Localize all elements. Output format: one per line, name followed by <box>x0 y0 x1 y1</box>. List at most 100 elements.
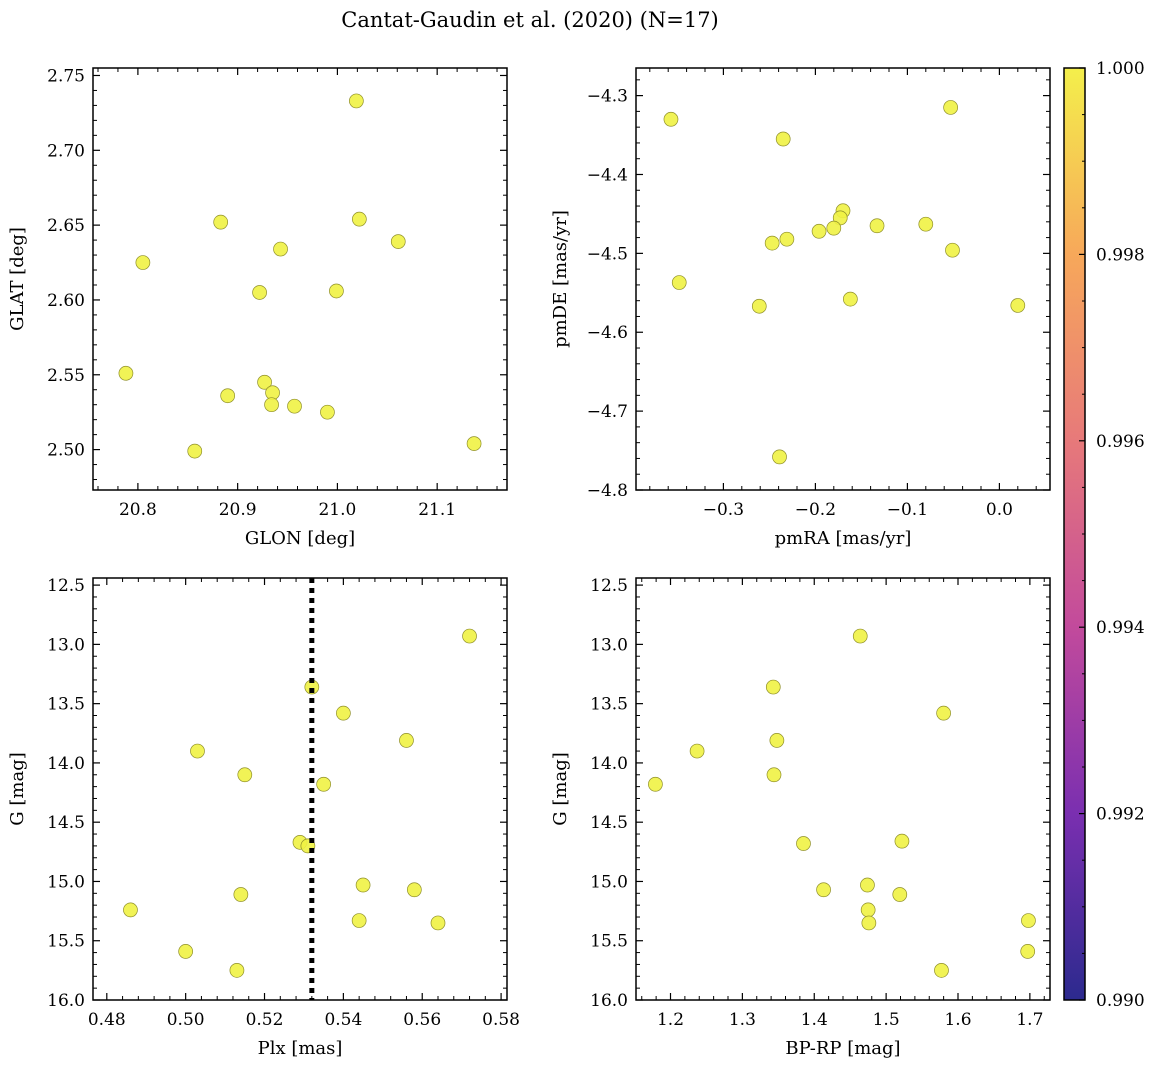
data-point <box>843 291 858 307</box>
y-axis-label: GLAT [deg] <box>7 227 28 331</box>
x-tick-label: 20.8 <box>119 500 157 520</box>
data-point <box>826 220 842 236</box>
x-tick-label: 0.54 <box>324 1010 362 1030</box>
y-tick-label: 2.55 <box>47 366 85 386</box>
x-axis-label: pmRA [mas/yr] <box>775 528 912 549</box>
y-tick-label: 14.5 <box>47 813 85 833</box>
data-point <box>869 218 885 234</box>
panel-plx-g: 0.48 0.50 0.52 0.54 0.56 0.58 12.5 13.0 13.5 14.0… <box>7 576 520 1059</box>
y-tick-label: −4.8 <box>587 481 628 501</box>
data-point <box>811 223 827 239</box>
panel-bprp-g: 1.2 1.3 1.4 1.5 1.6 1.7 12.5 13.0 13.5 14.0 14.5 15… <box>550 576 1051 1059</box>
colorbar-tick-label: 0.992 <box>1096 805 1145 825</box>
y-tick-label: 2.75 <box>47 66 85 86</box>
x-tick-label: 21.0 <box>318 500 356 520</box>
colorbar-gradient <box>1064 68 1085 1000</box>
y-tick-label: 13.0 <box>590 635 628 655</box>
data-point <box>355 877 371 893</box>
data-point <box>775 131 791 147</box>
data-point <box>178 944 194 959</box>
data-point <box>466 436 482 451</box>
data-point <box>351 913 367 928</box>
y-tick-label: 15.0 <box>47 872 85 892</box>
x-tick-label: 1.7 <box>1016 1010 1043 1030</box>
y-axis-label: pmDE [mas/yr] <box>550 210 571 348</box>
data-point <box>894 833 910 849</box>
y-tick-label: 12.5 <box>47 576 85 596</box>
data-point <box>287 398 302 414</box>
x-tick-label: 1.4 <box>801 1010 828 1030</box>
x-tick-label: 0.48 <box>88 1010 126 1030</box>
colorbar-tick-label: 0.996 <box>1096 432 1145 452</box>
x-tick-label: −0.3 <box>703 500 744 520</box>
data-point <box>462 628 477 644</box>
data-point <box>671 275 687 290</box>
data-point <box>252 285 267 300</box>
colorbar-tick-label: 0.998 <box>1096 245 1145 265</box>
data-point <box>399 733 414 748</box>
data-point <box>430 915 446 931</box>
y-tick-label: −4.3 <box>587 87 628 107</box>
data-point <box>861 915 877 931</box>
x-axis-label: BP-RP [mag] <box>785 1038 900 1059</box>
x-tick-label: 0.56 <box>403 1010 441 1030</box>
data-point <box>769 733 785 748</box>
panel-pmra-pmde: −0.3 −0.2 −0.1 0.0 −4.8 −4.7 −4.6 −4.5 −4.4 −4.3 p… <box>550 67 1051 549</box>
y-tick-label: 14.0 <box>590 754 628 774</box>
y-tick-label: 15.5 <box>47 932 85 952</box>
data-point <box>118 365 134 381</box>
data-point <box>237 767 253 783</box>
data-point <box>1010 298 1026 313</box>
colorbar-tick-label: 0.994 <box>1096 618 1145 638</box>
data-point <box>860 902 876 918</box>
plot-frame <box>92 577 508 1001</box>
x-axis-label: Plx [mas] <box>258 1038 343 1059</box>
data-point <box>390 234 406 249</box>
data-point <box>796 836 811 851</box>
data-point <box>220 388 236 404</box>
figure-title: Cantat-Gaudin et al. (2020) (N=17) <box>341 8 719 32</box>
panels: 20.8 20.9 21.0 21.1 2.50 2.55 2.60 2.65 2.70 2.75… <box>7 66 1051 1059</box>
data-point <box>764 235 780 251</box>
data-point <box>316 776 332 792</box>
y-tick-label: 2.70 <box>47 141 85 161</box>
y-tick-label: 13.0 <box>47 635 85 655</box>
y-axis-label: G [mag] <box>550 752 571 825</box>
data-point <box>329 283 344 299</box>
x-tick-label: 0.50 <box>167 1010 205 1030</box>
y-tick-label: 16.0 <box>47 991 85 1011</box>
data-point <box>187 443 203 459</box>
data-point <box>352 211 367 227</box>
x-tick-label: 1.2 <box>657 1010 684 1030</box>
data-point <box>751 298 767 314</box>
x-tick-label: 1.3 <box>729 1010 756 1030</box>
data-point <box>349 93 364 109</box>
x-tick-label: −0.1 <box>887 500 928 520</box>
data-point <box>320 404 335 420</box>
data-point <box>934 963 949 978</box>
data-point <box>336 705 351 721</box>
data-point <box>257 374 272 390</box>
panel-glon-glat: 20.8 20.9 21.0 21.1 2.50 2.55 2.60 2.65 2.70 2.75… <box>7 66 508 549</box>
x-tick-label: 20.9 <box>219 500 257 520</box>
data-point <box>943 100 958 115</box>
data-point <box>1021 913 1036 928</box>
y-tick-label: 16.0 <box>590 991 628 1011</box>
data-point <box>772 449 787 465</box>
y-tick-label: −4.7 <box>587 402 628 422</box>
y-tick-label: 2.65 <box>47 216 85 236</box>
data-point <box>406 882 422 898</box>
data-point <box>663 111 679 127</box>
data-point <box>766 767 782 783</box>
y-tick-label: 14.0 <box>47 754 85 774</box>
data-point <box>273 241 288 257</box>
x-tick-label: 1.6 <box>944 1010 971 1030</box>
data-point <box>213 214 229 230</box>
y-tick-label: −4.4 <box>587 165 628 185</box>
colorbar-tick-label: 1.000 <box>1096 59 1145 79</box>
y-tick-label: 15.0 <box>590 872 628 892</box>
plot-frame <box>635 577 1051 1001</box>
data-point <box>852 628 868 644</box>
data-point <box>689 743 705 759</box>
